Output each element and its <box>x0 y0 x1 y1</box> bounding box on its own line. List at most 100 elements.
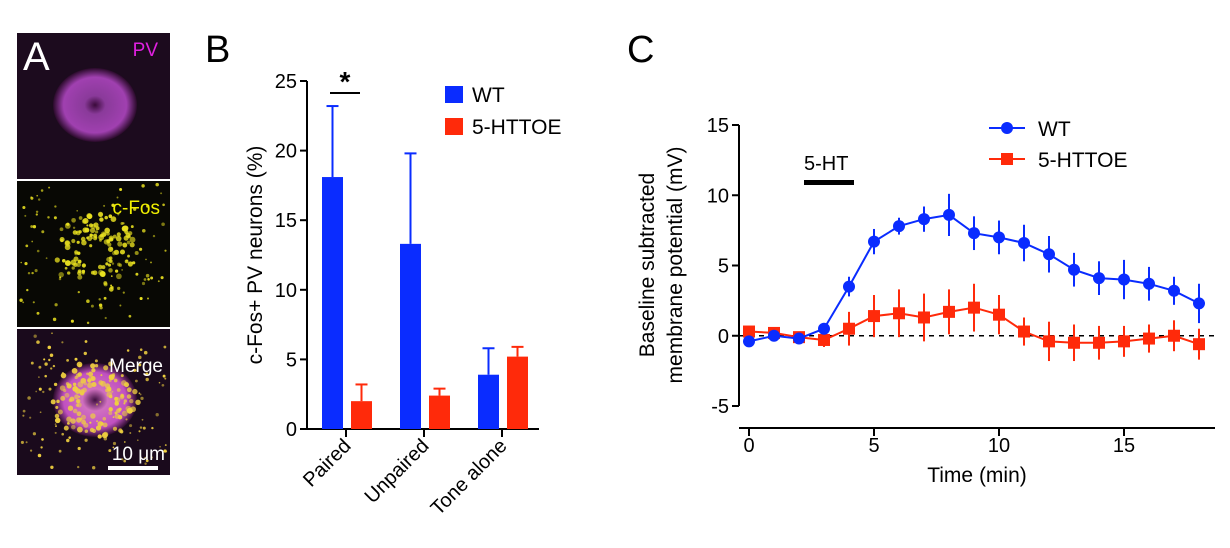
punctum <box>44 362 48 366</box>
punctum <box>59 227 64 232</box>
punctum <box>41 438 44 441</box>
punctum <box>99 306 103 310</box>
punctum <box>67 271 71 275</box>
punctum <box>48 387 52 391</box>
punctum <box>110 275 113 277</box>
punctum <box>145 258 147 261</box>
punctum <box>139 247 143 251</box>
punctum <box>118 263 123 267</box>
punctum <box>123 441 126 443</box>
punctum <box>160 276 164 280</box>
punctum <box>53 216 57 220</box>
data-point-5-httoe <box>1043 335 1055 348</box>
y-tick-label: 10 <box>707 185 729 207</box>
punctum <box>152 234 156 238</box>
punctum <box>82 387 87 393</box>
punctum <box>108 449 112 453</box>
punctum <box>99 400 102 403</box>
punctum <box>71 266 75 270</box>
punctum <box>112 426 118 431</box>
y-tick-label: 5 <box>718 256 729 278</box>
punctum <box>66 383 72 389</box>
punctum <box>60 239 64 243</box>
punctum <box>54 423 57 425</box>
punctum <box>58 271 64 278</box>
punctum <box>81 239 87 246</box>
punctum <box>84 221 87 224</box>
y-axis-label-line2: membrane potential (mV) <box>664 147 687 384</box>
drug-label: 5-HT <box>804 153 848 175</box>
punctum <box>76 411 82 417</box>
x-tick-label: 10 <box>988 435 1010 457</box>
punctum <box>145 372 149 376</box>
punctum <box>76 240 80 244</box>
bar-wt <box>400 243 421 429</box>
data-point-5-httoe <box>1018 325 1030 338</box>
punctum <box>33 334 37 338</box>
punctum <box>75 231 79 234</box>
punctum <box>95 425 102 431</box>
punctum <box>94 236 98 239</box>
punctum <box>116 388 121 392</box>
punctum <box>120 374 124 378</box>
punctum <box>71 217 76 223</box>
punctum <box>126 394 132 399</box>
punctum <box>54 431 57 434</box>
punctum <box>22 409 26 413</box>
punctum <box>97 421 104 427</box>
punctum <box>162 374 166 378</box>
punctum <box>63 425 69 431</box>
punctum <box>143 278 147 281</box>
punctum <box>78 363 82 368</box>
punctum <box>119 249 126 255</box>
punctum <box>32 225 37 229</box>
punctum <box>52 364 56 368</box>
punctum <box>117 213 120 216</box>
y-tick-label: 0 <box>286 419 297 441</box>
punctum <box>29 449 33 452</box>
punctum <box>83 351 87 356</box>
legend-label: WT <box>1038 118 1071 141</box>
punctum <box>90 363 96 369</box>
punctum <box>77 290 80 294</box>
punctum <box>35 213 38 216</box>
punctum <box>41 230 45 234</box>
punctum <box>84 227 90 233</box>
data-point-5-httoe <box>868 310 880 323</box>
punctum <box>73 256 79 262</box>
data-point-5-httoe <box>1118 335 1130 348</box>
punctum <box>30 196 33 199</box>
punctum <box>47 345 52 350</box>
punctum <box>99 233 104 238</box>
merge-puncta <box>20 332 168 470</box>
punctum <box>97 264 103 270</box>
punctum <box>86 299 90 303</box>
punctum <box>62 259 66 263</box>
x-tick-label: Tone alone <box>427 435 512 520</box>
punctum <box>38 365 42 369</box>
panel-a: A PV c-Fos Merge 10 μm <box>17 33 170 475</box>
punctum <box>57 409 63 415</box>
punctum <box>38 376 40 378</box>
pv-label: PV <box>133 40 159 61</box>
punctum <box>133 207 137 211</box>
punctum <box>126 407 133 414</box>
punctum <box>67 405 74 411</box>
punctum <box>91 237 94 239</box>
punctum <box>144 457 146 459</box>
data-point-wt <box>818 322 830 335</box>
punctum <box>134 250 139 256</box>
punctum <box>50 399 56 405</box>
punctum <box>64 392 70 398</box>
punctum <box>55 405 59 409</box>
punctum <box>104 215 108 220</box>
punctum <box>150 276 154 280</box>
punctum <box>161 383 165 387</box>
punctum <box>84 340 88 343</box>
punctum <box>108 259 113 264</box>
punctum <box>43 358 46 361</box>
punctum <box>71 368 78 374</box>
panel-c-chart: C -5 0 5 10 15 0 5 10 15 Time (min) Baseline subtr… <box>627 29 1215 487</box>
punctum <box>36 249 40 253</box>
punctum <box>108 235 114 241</box>
